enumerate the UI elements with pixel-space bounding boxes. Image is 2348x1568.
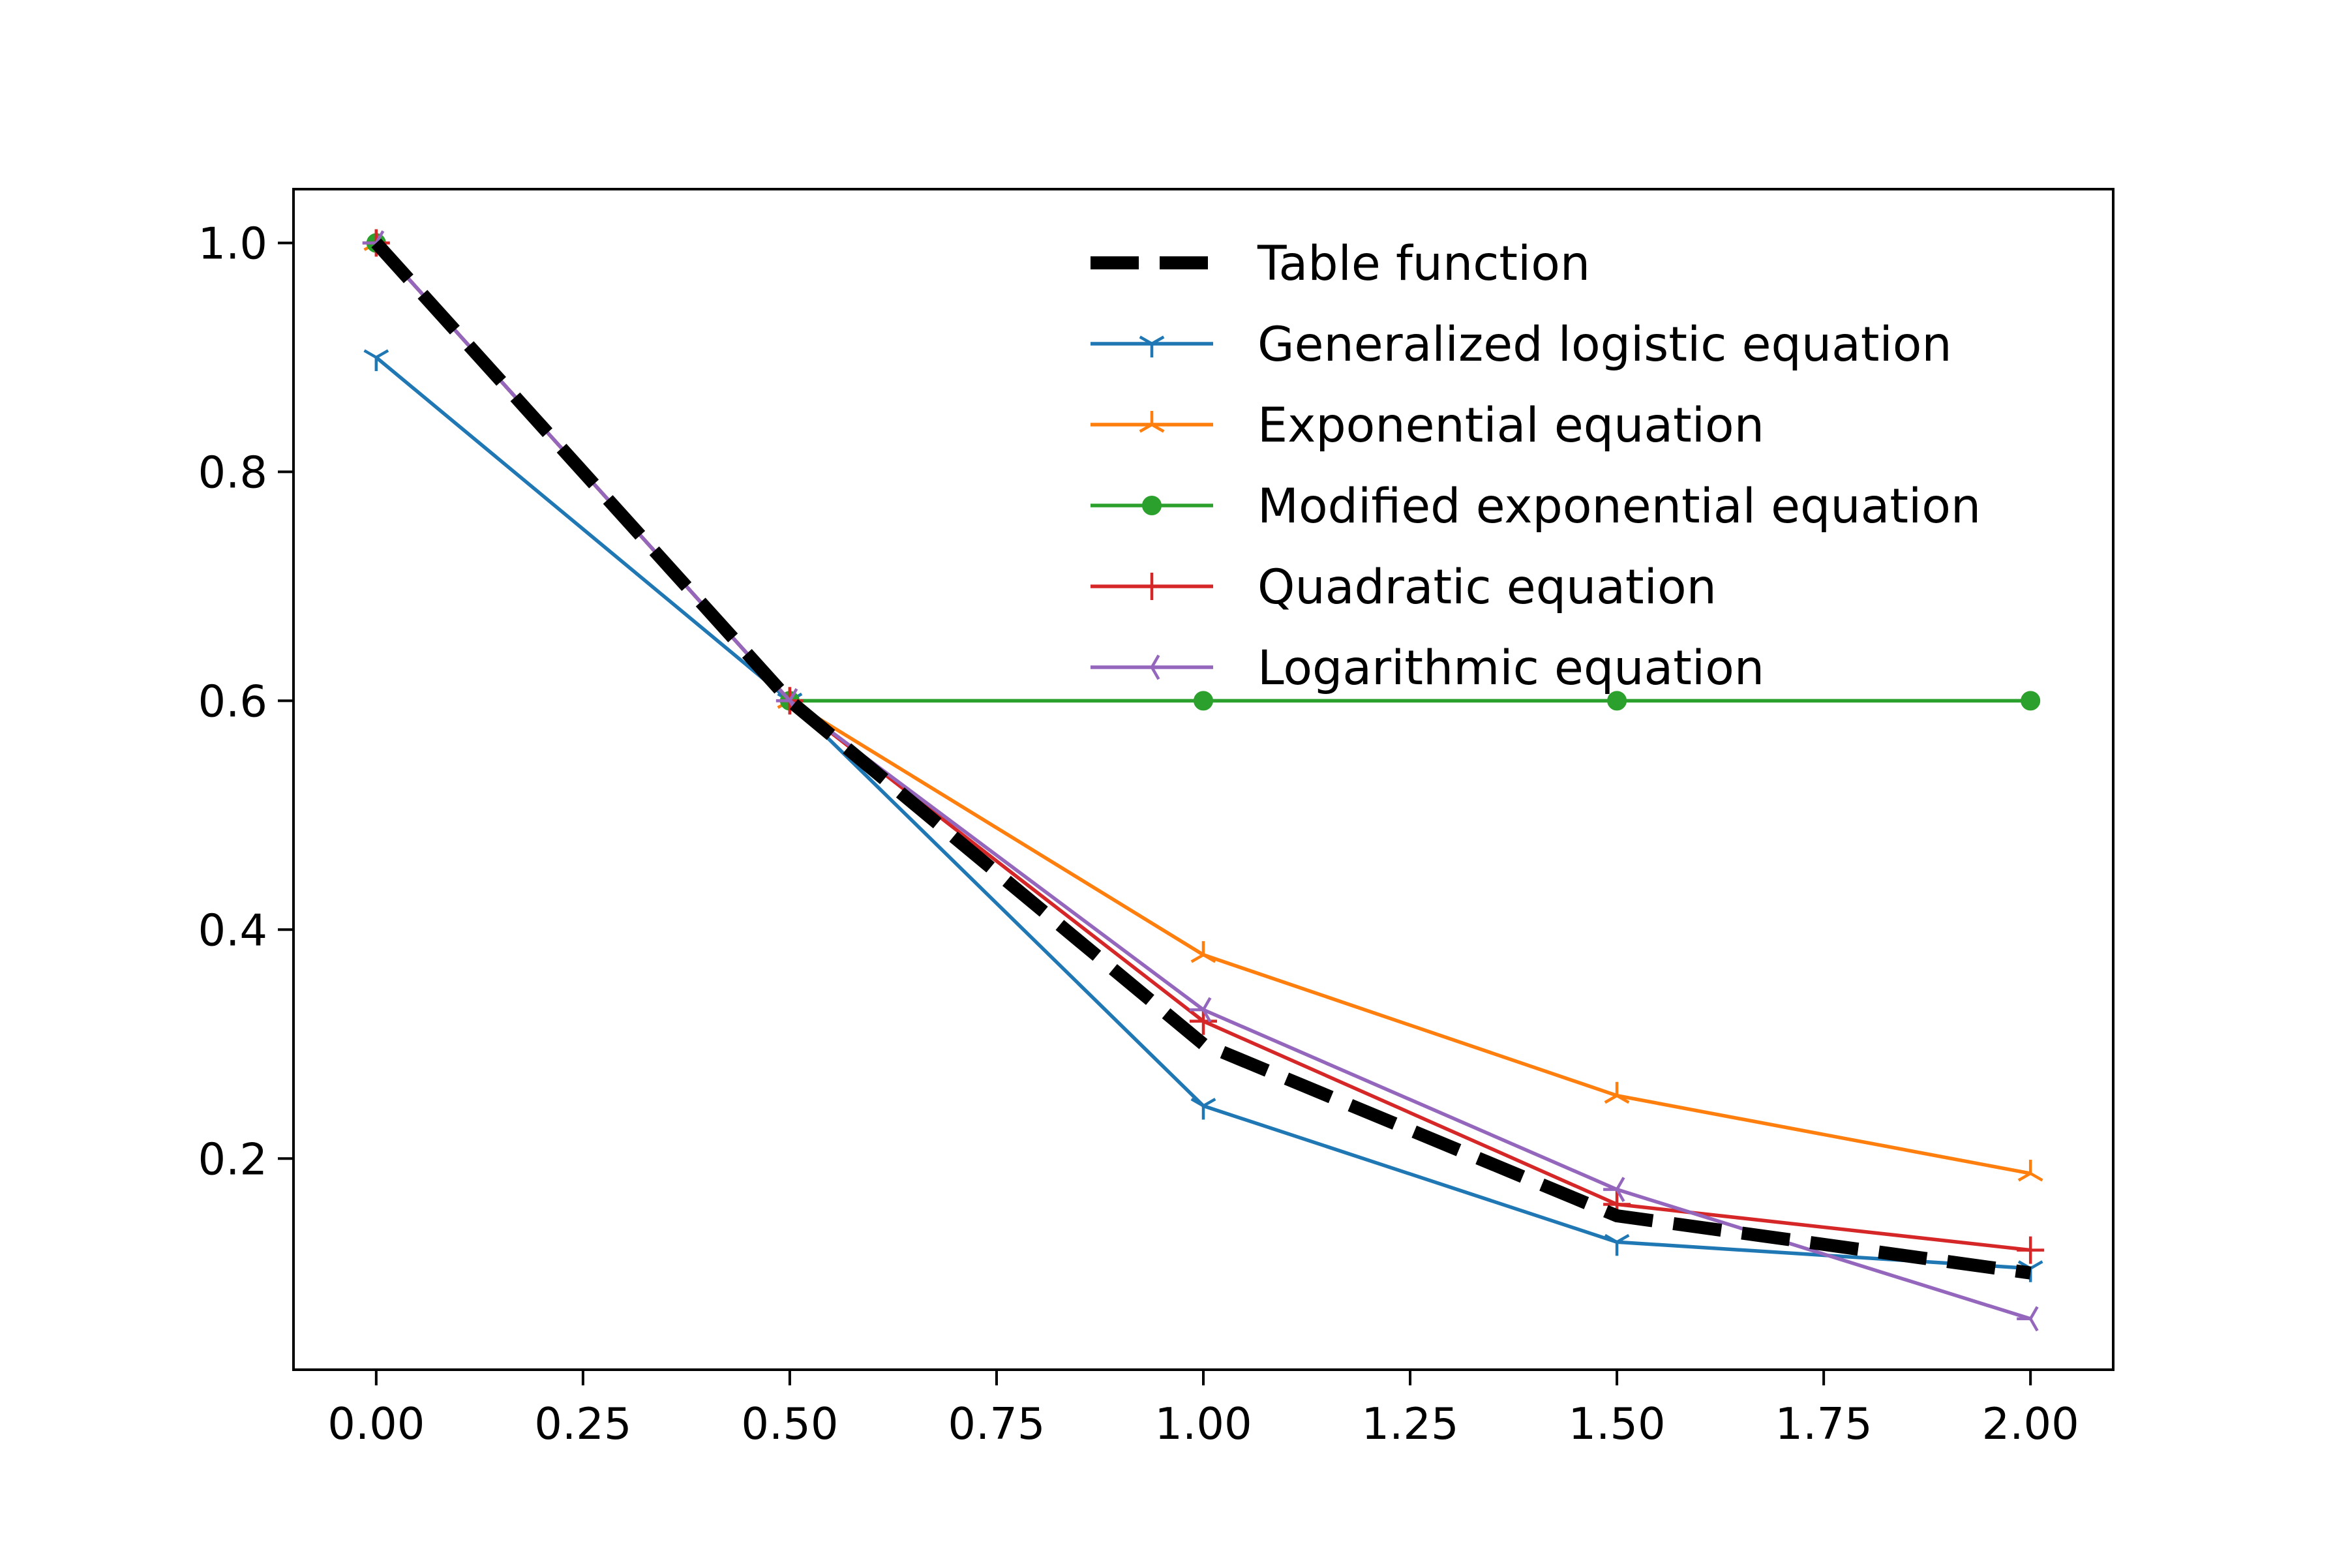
legend-label-table-function: Table function bbox=[1257, 236, 1590, 292]
data-point-modified-exponential-equation bbox=[2021, 691, 2041, 711]
legend-label-logarithmic-equation: Logarithmic equation bbox=[1257, 641, 1764, 696]
legend-item-generalized-logistic-equation: Generalized logistic equation bbox=[1091, 317, 1952, 372]
data-point-exponential-equation-stroke bbox=[1202, 953, 1216, 963]
legend-marker-exponential-equation-stroke bbox=[1151, 423, 1165, 433]
data-point-logarithmic-equation-stroke bbox=[2029, 1318, 2039, 1332]
x-tick-label: 0.25 bbox=[534, 1398, 631, 1449]
data-point-quadratic-equation bbox=[2017, 1236, 2045, 1264]
legend-marker-logarithmic-equation-stroke bbox=[1151, 654, 1160, 669]
data-point-generalized-logistic-equation-stroke bbox=[2030, 1260, 2043, 1270]
legend-marker-generalized-logistic-equation-stroke bbox=[1151, 335, 1165, 345]
y-tick-label: 1.0 bbox=[198, 218, 267, 269]
data-point-exponential-equation bbox=[2017, 1160, 2043, 1182]
x-tick-label: 0.00 bbox=[327, 1398, 425, 1449]
data-point-logarithmic-equation-stroke bbox=[374, 230, 385, 244]
legend-marker-quadratic-equation bbox=[1138, 573, 1166, 600]
data-point-exponential-equation-stroke bbox=[1604, 1094, 1618, 1104]
legend-item-exponential-equation: Exponential equation bbox=[1091, 398, 1764, 453]
data-point-modified-exponential-equation-dot bbox=[1194, 691, 1213, 711]
data-point-logarithmic-equation-stroke bbox=[1616, 1177, 1625, 1190]
axes-background bbox=[294, 189, 2113, 1370]
series-table-function bbox=[371, 238, 2032, 1280]
data-point-logarithmic-equation-stroke bbox=[788, 687, 798, 702]
legend-marker-modified-exponential-equation-dot bbox=[1142, 496, 1162, 515]
legend-marker-exponential-equation bbox=[1139, 411, 1165, 433]
legend-item-modified-exponential-equation: Modified exponential equation bbox=[1091, 479, 1981, 534]
data-point-logarithmic-equation-stroke bbox=[1616, 1188, 1625, 1203]
data-point-logarithmic-equation-stroke bbox=[1202, 1009, 1212, 1023]
data-point-generalized-logistic-equation bbox=[1190, 1098, 1216, 1120]
x-tick-label: 1.50 bbox=[1568, 1398, 1665, 1449]
data-point-logarithmic-equation bbox=[1603, 1177, 1625, 1203]
legend-marker-generalized-logistic-equation bbox=[1139, 335, 1165, 357]
legend-marker-generalized-logistic-equation-stroke bbox=[1139, 335, 1153, 345]
y-tick-label: 0.2 bbox=[198, 1134, 267, 1184]
legend-marker-logarithmic-equation bbox=[1138, 654, 1160, 680]
data-point-generalized-logistic-equation-stroke bbox=[375, 349, 389, 359]
x-tick-label: 1.75 bbox=[1775, 1398, 1873, 1449]
legend-item-table-function: Table function bbox=[1091, 236, 1590, 292]
data-point-logarithmic-equation bbox=[1190, 997, 1212, 1023]
legend-label-exponential-equation: Exponential equation bbox=[1257, 398, 1764, 453]
legend-label-generalized-logistic-equation: Generalized logistic equation bbox=[1257, 317, 1952, 372]
legend-label-modified-exponential-equation: Modified exponential equation bbox=[1257, 479, 1981, 534]
x-tick-label: 0.50 bbox=[741, 1398, 838, 1449]
y-axis: 0.2 0.4 0.6 0.8 1.0 bbox=[198, 218, 294, 1184]
series-layer bbox=[362, 229, 2045, 1332]
data-point-modified-exponential-equation-dot bbox=[2021, 691, 2041, 711]
legend-marker-modified-exponential-equation bbox=[1142, 496, 1162, 515]
data-point-exponential-equation bbox=[1190, 941, 1216, 963]
data-point-generalized-logistic-equation bbox=[363, 349, 389, 371]
x-axis: 0.00 0.25 0.50 0.75 1.00 1.25 1.50 1.75 2.00 bbox=[327, 1370, 2079, 1449]
plot-area bbox=[294, 189, 2113, 1370]
legend-marker-logarithmic-equation-stroke bbox=[1151, 666, 1160, 680]
data-point-exponential-equation-stroke bbox=[2017, 1172, 2032, 1182]
data-point-exponential-equation-stroke bbox=[2030, 1172, 2043, 1182]
data-point-exponential-equation bbox=[1604, 1081, 1630, 1104]
data-point-exponential-equation-stroke bbox=[1190, 953, 1205, 963]
data-point-logarithmic-equation-stroke bbox=[1202, 997, 1212, 1011]
data-point-generalized-logistic-equation-stroke bbox=[1616, 1233, 1630, 1244]
y-tick-label: 0.8 bbox=[198, 447, 267, 498]
y-tick-label: 0.6 bbox=[198, 676, 267, 727]
data-point-logarithmic-equation bbox=[2017, 1306, 2039, 1332]
data-point-generalized-logistic-equation-stroke bbox=[363, 349, 377, 359]
legend: Table function Generalized logistic equat… bbox=[1091, 236, 1981, 696]
data-point-modified-exponential-equation bbox=[1607, 691, 1627, 711]
data-point-modified-exponential-equation-dot bbox=[1607, 691, 1627, 711]
data-point-generalized-logistic-equation-stroke bbox=[1190, 1098, 1205, 1108]
data-point-generalized-logistic-equation-stroke bbox=[1202, 1098, 1216, 1108]
x-tick-label: 2.00 bbox=[1982, 1398, 2079, 1449]
legend-marker-exponential-equation-stroke bbox=[1139, 423, 1153, 433]
series-line-table-function bbox=[371, 238, 2032, 1280]
data-point-generalized-logistic-equation bbox=[1604, 1233, 1630, 1256]
data-point-modified-exponential-equation bbox=[1194, 691, 1213, 711]
data-point-generalized-logistic-equation-stroke bbox=[1604, 1233, 1618, 1244]
x-tick-label: 1.25 bbox=[1361, 1398, 1458, 1449]
legend-item-logarithmic-equation: Logarithmic equation bbox=[1091, 641, 1764, 696]
y-tick-label: 0.4 bbox=[198, 905, 267, 956]
data-point-exponential-equation-stroke bbox=[1616, 1094, 1630, 1104]
legend-label-quadratic-equation: Quadratic equation bbox=[1257, 560, 1717, 615]
x-tick-label: 0.75 bbox=[948, 1398, 1045, 1449]
x-tick-label: 1.00 bbox=[1154, 1398, 1252, 1449]
data-point-logarithmic-equation-stroke bbox=[2029, 1306, 2039, 1320]
legend-item-quadratic-equation: Quadratic equation bbox=[1091, 560, 1717, 615]
